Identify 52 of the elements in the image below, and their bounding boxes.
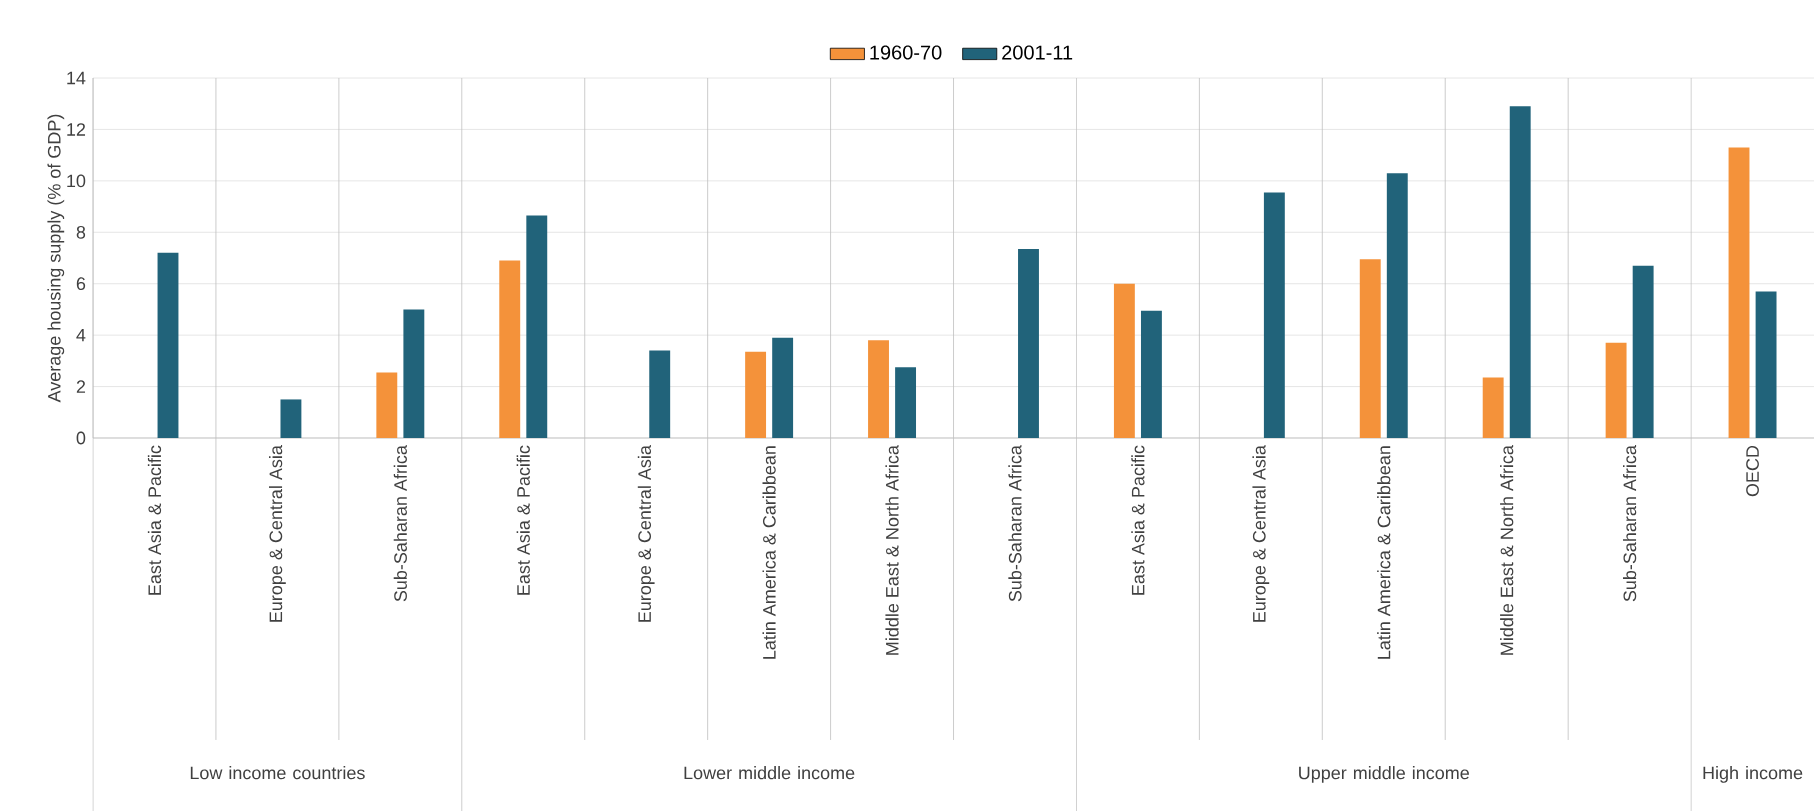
bar [1359, 259, 1381, 438]
x-tick-label: East Asia & Pacific [147, 445, 162, 595]
x-tick-label: Sub-Saharan Africa [1623, 445, 1637, 602]
bar [499, 260, 521, 438]
x-tick-label: Middle East & North Africa [885, 445, 899, 655]
bar [745, 351, 767, 438]
bar [1113, 283, 1135, 438]
x-tick-label: Latin America & Caribbean [762, 446, 776, 659]
x-tick-label: East Asia & Pacific [1131, 445, 1145, 595]
bar [280, 399, 302, 438]
bar [1728, 147, 1750, 438]
y-tick-label: 0 [76, 431, 86, 445]
y-tick-label: 4 [76, 328, 86, 342]
x-tick-label: Sub-Saharan Africa [1008, 445, 1022, 602]
x-tick-label: Sub-Saharan Africa [393, 445, 407, 602]
y-tick-label: 14 [67, 71, 86, 85]
y-axis-title: Average housing supply (% of GDP) [47, 114, 65, 403]
x-tick-label: Europe & Central Asia [637, 445, 655, 622]
x-tick-label: Europe & Central Asia [1252, 445, 1270, 622]
y-tick-label: 8 [76, 225, 86, 239]
bar [1482, 377, 1504, 438]
legend-label: 2001-11 [1002, 45, 1073, 60]
text: Upper middle income [1299, 766, 1469, 783]
bar [1509, 106, 1531, 438]
bar [1632, 265, 1654, 438]
bar [1755, 291, 1777, 438]
x-tick-label: East Asia & Pacific [516, 445, 530, 595]
x-tick-label: Latin America & Caribbean [1377, 446, 1391, 659]
bar [895, 367, 917, 438]
y-tick-label: 12 [67, 123, 86, 136]
bar [1386, 173, 1408, 438]
bar [772, 337, 794, 438]
y-tick-label: 6 [76, 277, 86, 291]
bar [1263, 192, 1285, 438]
bar [1140, 310, 1162, 438]
legend-label: 1960-70 [870, 45, 942, 60]
bar [157, 252, 179, 438]
bar [403, 309, 425, 438]
text: High income [1703, 766, 1803, 783]
y-tick-label: 10 [67, 174, 86, 188]
bar [649, 350, 671, 438]
bar [1605, 342, 1627, 438]
bar [376, 372, 398, 438]
y-tick-label: 2 [76, 380, 86, 393]
bar [868, 340, 889, 438]
x-tick-label: Middle East & North Africa [1500, 445, 1514, 655]
x-tick-label: Europe & Central Asia [269, 445, 286, 622]
text: Lower middle income [684, 766, 855, 780]
bar [1018, 249, 1039, 438]
text: Low income countries [190, 766, 365, 780]
bar [526, 215, 548, 438]
x-tick-label: OECD [1746, 445, 1759, 497]
